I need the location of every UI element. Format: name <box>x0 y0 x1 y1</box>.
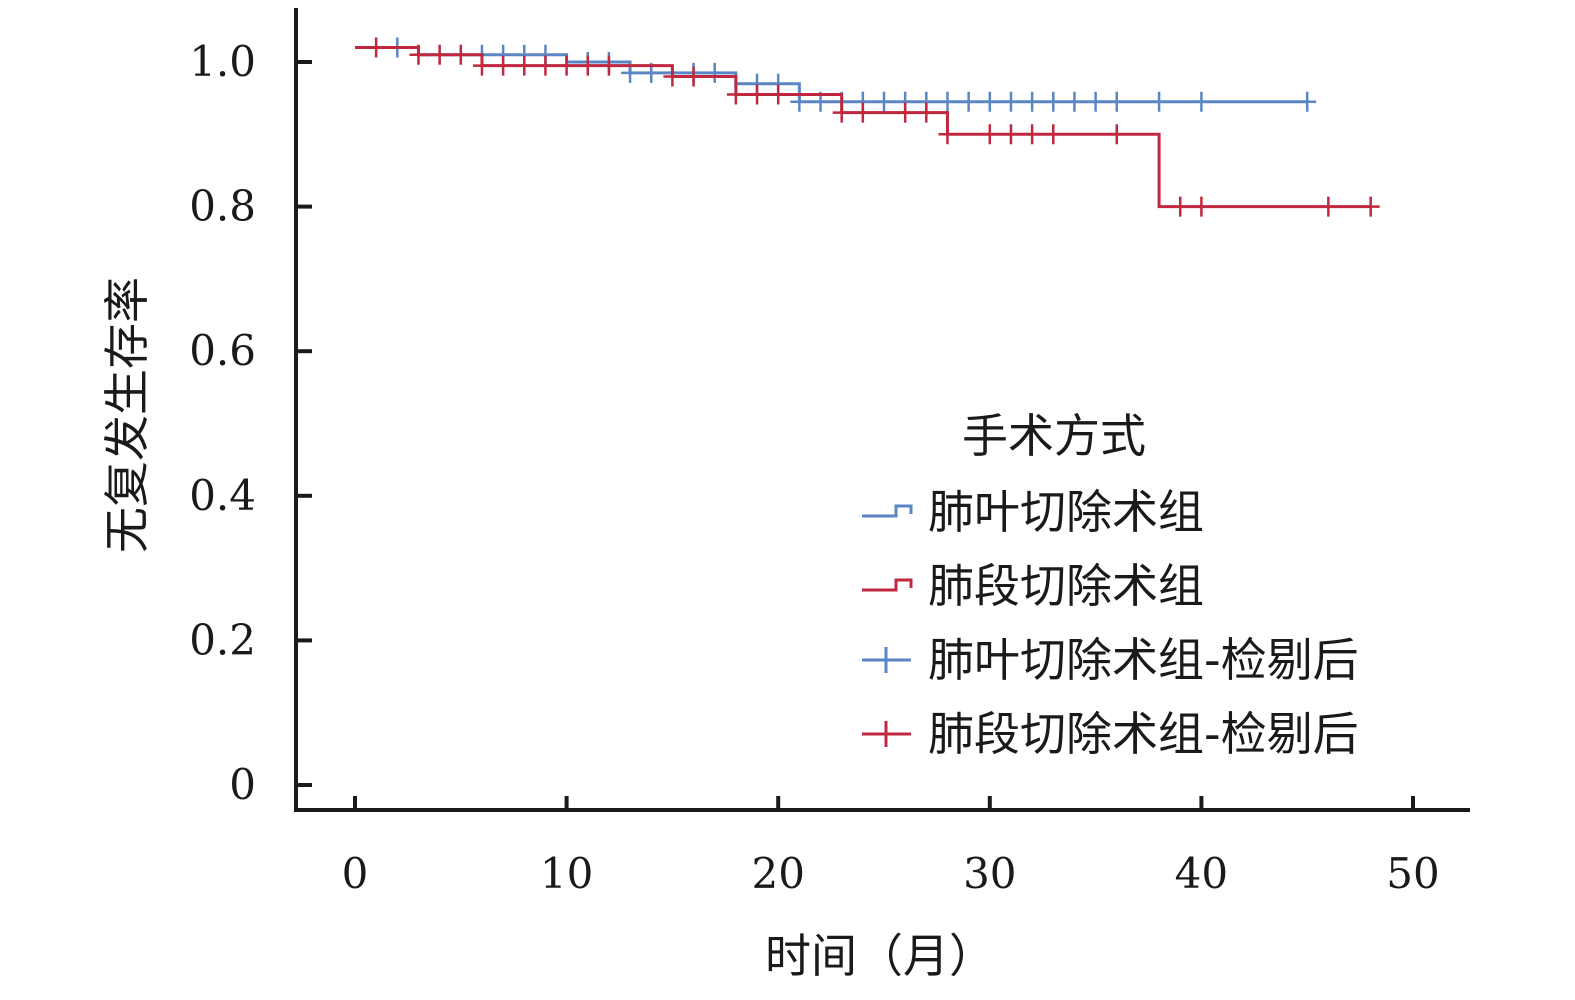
censor-mark-2 <box>726 84 745 105</box>
censor-mark-2 <box>578 55 597 76</box>
censor-mark-2 <box>1192 196 1211 217</box>
x-tick-label: 0 <box>342 849 369 898</box>
legend-plus-symbol <box>862 721 911 747</box>
legend-title: 手术方式 <box>962 409 1146 463</box>
censor-mark-1 <box>1023 91 1042 112</box>
censor-mark-2 <box>1001 124 1020 145</box>
censor-mark-1 <box>1001 91 1020 112</box>
legend-plus-symbol <box>862 647 911 673</box>
legend-item: 肺段切除术组-检剔后 <box>862 707 1359 761</box>
x-axis: 0 10 20 30 40 50 <box>294 796 1470 898</box>
censor-mark-2 <box>853 102 872 123</box>
legend-label: 肺叶切除术组 <box>928 485 1204 539</box>
censor-mark-1 <box>705 62 724 83</box>
y-axis: 0 0.2 0.4 0.6 0.8 1.0 <box>189 8 312 812</box>
censor-mark-2 <box>769 84 788 105</box>
censor-mark-1 <box>1150 91 1169 112</box>
censor-mark-2 <box>1171 196 1190 217</box>
y-tick-label: 0 <box>229 760 256 809</box>
x-tick-label: 40 <box>1175 849 1228 898</box>
legend-item: 肺叶切除术组-检剔后 <box>862 633 1359 687</box>
censor-mark-2 <box>1107 124 1126 145</box>
censor-mark-2 <box>409 44 428 65</box>
y-tick-label: 1.0 <box>189 37 256 86</box>
y-tick-label: 0.8 <box>189 182 256 231</box>
x-tick-label: 50 <box>1386 849 1439 898</box>
censor-mark-1 <box>1044 91 1063 112</box>
censor-mark-1 <box>875 91 893 112</box>
legend-label: 肺段切除术组-检剔后 <box>928 707 1359 761</box>
censor-mark-2 <box>1361 196 1380 217</box>
censor-mark-2 <box>367 37 386 58</box>
censor-mark-2 <box>451 44 470 65</box>
y-tick-label: 0.2 <box>189 615 256 664</box>
censor-mark-1 <box>938 91 957 112</box>
y-axis-title: 无复发生存率 <box>100 277 154 553</box>
censor-mark-2 <box>536 55 555 76</box>
censor-mark-1 <box>959 91 978 112</box>
censor-mark-2 <box>938 124 957 145</box>
x-tick-label: 20 <box>751 849 804 898</box>
censor-mark-2 <box>430 44 449 65</box>
censor-mark-2 <box>1319 196 1338 217</box>
censor-mark-2 <box>557 55 576 76</box>
censor-mark-1 <box>1192 91 1211 112</box>
y-ticks: 0 0.2 0.4 0.6 0.8 1.0 <box>189 37 312 809</box>
legend-item: 肺段切除术组 <box>862 559 1204 613</box>
censor-mark-1 <box>1298 91 1317 112</box>
censor-mark-1 <box>1065 91 1084 112</box>
y-tick-label: 0.4 <box>189 471 256 520</box>
censor-mark-1 <box>980 91 999 112</box>
censor-mark-1 <box>1107 91 1126 112</box>
censor-mark-2 <box>748 84 767 105</box>
x-tick-label: 30 <box>963 849 1016 898</box>
censor-mark-2 <box>980 124 999 145</box>
censor-mark-2 <box>684 66 703 87</box>
censor-mark-2 <box>494 55 513 76</box>
censor-mark-2 <box>515 55 534 76</box>
censor-mark-1 <box>1086 91 1105 112</box>
censor-mark-2 <box>832 102 851 123</box>
censor-mark-2 <box>472 55 491 76</box>
legend-step-symbol <box>862 504 913 518</box>
y-tick-label: 0.6 <box>189 326 256 375</box>
x-tick-label: 10 <box>540 849 593 898</box>
legend-label: 肺段切除术组 <box>928 559 1204 613</box>
plot-area <box>355 37 1380 217</box>
legend-step-symbol <box>862 578 913 592</box>
censor-mark-2 <box>917 102 936 123</box>
censor-mark-2 <box>599 55 618 76</box>
censor-mark-2 <box>1023 124 1042 145</box>
legend-label: 肺叶切除术组-检剔后 <box>928 633 1359 687</box>
x-axis-title: 时间（月） <box>765 929 995 983</box>
censor-mark-2 <box>663 66 682 87</box>
legend-item: 肺叶切除术组 <box>862 485 1204 539</box>
censor-mark-2 <box>1044 124 1063 145</box>
x-ticks: 0 10 20 30 40 50 <box>342 796 1440 898</box>
series-line-2 <box>355 46 1371 209</box>
censor-mark-2 <box>896 102 915 123</box>
